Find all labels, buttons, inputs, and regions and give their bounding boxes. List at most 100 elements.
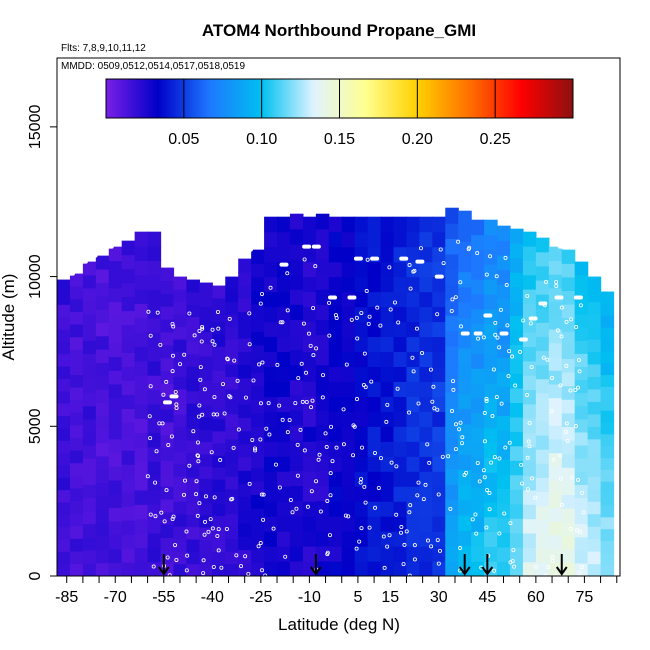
heatmap-cell <box>341 516 356 532</box>
heatmap-cell <box>95 362 110 377</box>
heatmap-cell <box>380 231 395 248</box>
heatmap-cell <box>289 440 304 456</box>
heatmap-cell <box>548 493 563 508</box>
sample-point <box>277 403 282 408</box>
heatmap-cell <box>561 331 576 346</box>
heatmap-cell <box>458 393 472 410</box>
heatmap-cell <box>522 375 537 391</box>
heatmap-cell <box>497 430 511 446</box>
heatmap-cell <box>561 426 576 441</box>
heatmap-cell <box>380 531 395 547</box>
sample-point <box>525 392 530 397</box>
sample-point <box>459 441 464 446</box>
heatmap-cell <box>238 536 252 551</box>
heatmap-cell <box>380 291 395 308</box>
sample-point <box>476 336 481 341</box>
sample-point <box>210 327 215 332</box>
heatmap-cell <box>289 258 304 275</box>
heatmap-cell <box>95 495 110 510</box>
heatmap-cell <box>393 231 408 248</box>
sample-point <box>503 255 508 260</box>
heatmap-cell <box>354 231 369 248</box>
heatmap-cell <box>600 504 615 518</box>
heatmap-cell <box>328 486 343 502</box>
heatmap-cell <box>186 390 200 404</box>
heatmap-cell <box>393 366 408 382</box>
heatmap-cell <box>173 526 188 540</box>
heatmap-cell <box>108 315 123 330</box>
heatmap-cell <box>548 301 563 316</box>
heatmap-cell <box>522 317 537 333</box>
heatmap-cell <box>69 361 84 375</box>
heatmap-cell <box>69 424 84 438</box>
heatmap-cell <box>315 228 330 245</box>
heatmap-cell <box>160 524 175 539</box>
sample-point <box>525 455 530 460</box>
heatmap-cell <box>160 318 175 333</box>
sample-point <box>325 552 330 557</box>
heatmap-cell <box>277 381 291 397</box>
heatmap-cell <box>341 531 356 547</box>
sample-point <box>153 480 158 485</box>
heatmap-cell <box>328 321 343 338</box>
heatmap-cell <box>121 450 136 465</box>
heatmap-cell <box>367 321 382 338</box>
sample-point <box>200 324 205 329</box>
y-tick-label: 0 <box>27 571 44 580</box>
heatmap-cell <box>484 516 498 533</box>
heatmap-cell <box>108 438 123 454</box>
heatmap-cell <box>160 498 175 513</box>
sample-point <box>435 312 440 317</box>
heatmap-cell <box>471 397 485 414</box>
sample-point <box>414 326 419 331</box>
heatmap-cell <box>574 353 589 368</box>
heatmap-cell <box>509 286 524 302</box>
heatmap-cell <box>419 471 433 487</box>
heatmap-cell <box>302 546 317 562</box>
heatmap-cell <box>69 487 84 501</box>
heatmap-cell <box>328 351 343 368</box>
heatmap-cell <box>108 534 123 550</box>
heatmap-cell <box>315 425 330 441</box>
heatmap-cell <box>509 301 524 317</box>
heatmap-cell <box>574 366 589 381</box>
heatmap-cell <box>121 296 136 312</box>
heatmap-cell <box>509 272 524 288</box>
heatmap-cell <box>535 336 550 352</box>
heatmap-cell <box>484 397 498 414</box>
heatmap-cell <box>186 341 200 355</box>
sample-point <box>575 528 580 533</box>
heatmap-cell <box>458 362 472 379</box>
heatmap-cell <box>121 324 136 340</box>
heatmap-cell <box>121 548 136 563</box>
heatmap-cell <box>509 315 524 331</box>
heatmap-cell <box>497 532 511 548</box>
heatmap-cell <box>69 563 84 576</box>
heatmap-cell <box>251 304 265 319</box>
sample-point <box>334 445 339 450</box>
sample-point <box>510 354 515 359</box>
sample-point <box>209 450 214 455</box>
heatmap-cell <box>289 349 304 366</box>
heatmap-cell <box>393 486 408 502</box>
heatmap-cell <box>199 502 213 516</box>
heatmap-cell <box>406 276 420 293</box>
heatmap-cell <box>57 304 71 318</box>
heatmap-cell <box>121 380 136 395</box>
heatmap-cell <box>225 551 239 565</box>
heatmap-cell <box>561 480 576 496</box>
sample-point <box>239 564 244 569</box>
sample-point <box>234 553 239 558</box>
sample-point <box>159 510 164 515</box>
flight-track-segment <box>88 253 98 258</box>
heatmap-cell <box>380 501 395 517</box>
heatmap-cell <box>238 311 252 326</box>
sample-point <box>527 421 532 426</box>
heatmap-cell <box>574 536 589 551</box>
heatmap-cell <box>212 358 226 371</box>
heatmap-cell <box>134 246 149 261</box>
sample-point <box>199 339 204 344</box>
heatmap-cell <box>574 549 589 564</box>
heatmap-cell <box>432 351 446 368</box>
heatmap-cell <box>328 411 343 427</box>
